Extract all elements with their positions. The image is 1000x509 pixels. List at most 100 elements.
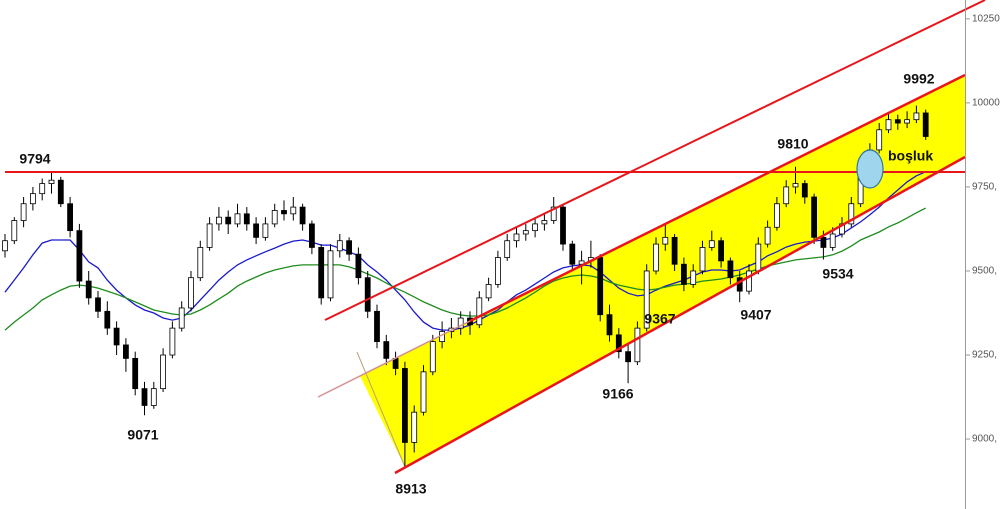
annotation: 8913 bbox=[395, 481, 426, 497]
candle-body bbox=[160, 354, 167, 390]
candle-body bbox=[318, 247, 325, 299]
candle-body bbox=[197, 247, 204, 279]
candle-body bbox=[885, 119, 892, 131]
candle-body bbox=[820, 236, 827, 248]
annotation: 9071 bbox=[127, 427, 158, 443]
moving-average bbox=[4, 171, 926, 331]
channel-band bbox=[360, 75, 965, 467]
candle-body bbox=[364, 277, 371, 312]
trendlines bbox=[5, 0, 986, 475]
candle-body bbox=[681, 263, 687, 285]
candle-body bbox=[597, 257, 604, 316]
candle-body bbox=[299, 206, 306, 225]
candle-body bbox=[113, 327, 120, 346]
annotations: 9794 9071 8913 9166 9367 9407 9810 9534 9992 boşl… bbox=[19, 71, 934, 497]
candle-body bbox=[2, 240, 8, 252]
candle-body bbox=[104, 310, 111, 329]
candle-body bbox=[894, 119, 901, 124]
y-tick-label: 9500, bbox=[972, 266, 997, 277]
candle-body bbox=[699, 247, 706, 272]
candle-body bbox=[253, 223, 260, 238]
candle-body bbox=[550, 206, 557, 221]
candle-body bbox=[727, 260, 734, 279]
candle-body bbox=[764, 226, 771, 245]
candle-body bbox=[560, 206, 566, 245]
y-tick-label: 9750, bbox=[972, 182, 997, 193]
candle-body bbox=[411, 411, 418, 443]
annotation: 9407 bbox=[740, 307, 771, 323]
candle-body bbox=[792, 183, 799, 188]
candle-body bbox=[532, 223, 538, 232]
y-axis: 10250, 10000, 9750, 9500, 9250, 9000, bbox=[965, 13, 1000, 445]
annotation: 9166 bbox=[602, 386, 633, 402]
candle-body bbox=[20, 203, 27, 221]
candle-body bbox=[783, 186, 790, 205]
candle-body bbox=[625, 351, 631, 363]
candle-body bbox=[634, 327, 641, 363]
candle-body bbox=[225, 216, 232, 225]
candle-body bbox=[569, 243, 576, 265]
candle-body bbox=[308, 223, 315, 248]
y-tick-label: 10250, bbox=[972, 13, 1000, 24]
candle-body bbox=[476, 297, 483, 326]
candle-body bbox=[281, 210, 287, 215]
y-tick-label: 10000, bbox=[972, 98, 1000, 109]
candle-body bbox=[132, 357, 139, 390]
candle-body bbox=[48, 179, 55, 184]
candle-body bbox=[178, 307, 185, 329]
candle-body bbox=[262, 223, 269, 238]
candle-body bbox=[671, 236, 678, 265]
candle-body bbox=[708, 240, 715, 248]
candle-body bbox=[774, 203, 780, 228]
candle-body bbox=[690, 270, 697, 285]
candle-body bbox=[188, 277, 194, 309]
candle-body bbox=[327, 250, 334, 299]
candle-body bbox=[746, 270, 752, 292]
candle-body bbox=[606, 314, 613, 336]
candle-body bbox=[829, 233, 836, 248]
channel-bottom bbox=[394, 155, 966, 475]
candle-body bbox=[215, 216, 222, 225]
candle-body bbox=[346, 240, 353, 255]
gap-marker bbox=[856, 149, 884, 189]
candle-body bbox=[755, 243, 762, 272]
candle-body bbox=[290, 206, 297, 215]
channel-edge bbox=[356, 351, 406, 468]
candle-body bbox=[522, 230, 529, 235]
candle-body bbox=[141, 388, 148, 406]
candle-body bbox=[876, 129, 883, 151]
candle-body bbox=[913, 112, 920, 121]
y-tick-label: 9000, bbox=[972, 434, 997, 445]
candle-body bbox=[234, 213, 241, 225]
candle-body bbox=[615, 334, 622, 353]
annotation: 9992 bbox=[903, 71, 934, 87]
candle-body bbox=[169, 327, 176, 356]
candle-body bbox=[811, 196, 817, 238]
channel-top bbox=[469, 73, 966, 323]
candle-body bbox=[401, 368, 408, 443]
candle-body bbox=[271, 210, 278, 225]
candle-body bbox=[76, 230, 83, 282]
candle-body bbox=[848, 203, 855, 225]
candle-body bbox=[95, 297, 101, 312]
candle-body bbox=[643, 270, 650, 329]
candle-body bbox=[429, 341, 436, 373]
candle-body bbox=[653, 243, 659, 272]
candle-body bbox=[494, 257, 501, 285]
candle-body bbox=[355, 253, 362, 279]
channel-top-extension bbox=[317, 320, 471, 398]
upper-trendline bbox=[324, 0, 986, 321]
candle-body bbox=[29, 193, 36, 205]
candle-body bbox=[150, 388, 157, 406]
candle-body bbox=[39, 183, 46, 195]
annotation: boşluk bbox=[888, 148, 933, 164]
candle-body bbox=[206, 223, 213, 248]
candle-body bbox=[457, 317, 464, 329]
annotation: 9367 bbox=[644, 311, 675, 327]
candle-body bbox=[374, 310, 380, 342]
candle-body bbox=[57, 179, 64, 205]
candle-body bbox=[922, 112, 929, 137]
candle-body bbox=[123, 344, 129, 359]
